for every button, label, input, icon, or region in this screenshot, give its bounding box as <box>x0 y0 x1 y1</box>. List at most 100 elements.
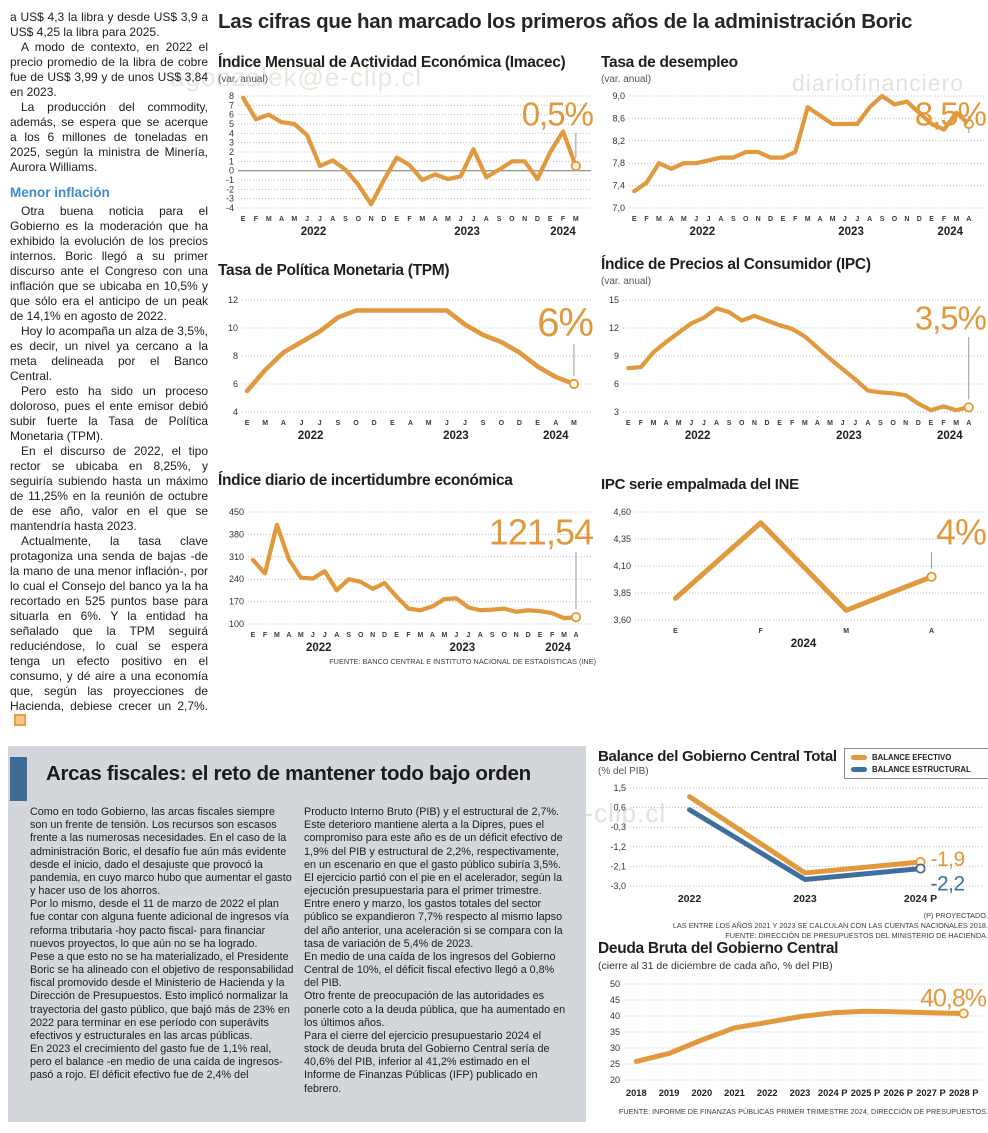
y-tick-label: 15 <box>609 295 619 305</box>
y-tick-label: 30 <box>610 1043 620 1053</box>
ine-source: FUENTE: BANCO CENTRAL E INSTITUTO NACION… <box>329 657 596 666</box>
callout-value: 6% <box>537 301 593 345</box>
y-tick-label: 9 <box>614 351 619 361</box>
x-tick-label: D <box>526 632 531 639</box>
paragraph: La producción del commodity, además, se … <box>10 100 208 174</box>
x-tick-label: A <box>433 216 438 223</box>
x-tick-label: D <box>768 216 773 223</box>
y-tick-label: -3 <box>226 194 234 204</box>
x-tick-label: A <box>334 632 339 639</box>
year-label: 2022 <box>690 226 716 238</box>
x-tick-label: A <box>815 420 820 427</box>
desempleo-line-0 <box>632 93 971 194</box>
y-tick-label: -1,2 <box>610 842 626 852</box>
x-tick-label: J <box>300 420 304 427</box>
x-tick-label: F <box>406 632 411 639</box>
x-tick-label: A <box>818 216 823 223</box>
x-tick-label: S <box>336 420 341 427</box>
x-tick-label: F <box>793 216 798 223</box>
x-tick-label: M <box>953 420 959 427</box>
x-tick-label: E <box>394 216 399 223</box>
deuda-svg: 50 45 40 35 30 25 20 2018 2019 2020 2021 2022 2023 20… <box>610 979 988 1098</box>
ipc_ine-line-0 <box>672 520 935 613</box>
x-tick-label: 2024 P <box>904 893 937 905</box>
callout-value: 4% <box>936 511 986 552</box>
x-tick-label: J <box>843 216 847 223</box>
ipc-ine-chart: 4,60 4,35 4,10 3,85 3,60 E F M A 2024 4% <box>601 504 988 652</box>
x-tick-label: S <box>880 216 885 223</box>
paragraph: Para el cierre del ejercicio presupuesta… <box>304 1029 550 1095</box>
left-article-column: a US$ 4,3 la libra y desde US$ 3,9 a US$… <box>10 10 208 729</box>
x-tick-label: M <box>441 632 447 639</box>
x-tick-label: F <box>561 216 566 223</box>
fiscal-column-2: Producto Interno Bruto (PIB) y el estruc… <box>304 806 568 1096</box>
y-tick-label: 10 <box>228 323 238 333</box>
x-tick-label: N <box>514 632 519 639</box>
y-tick-label: 7,8 <box>612 158 625 168</box>
main-title: Las cifras que han marcado los primeros … <box>218 10 913 33</box>
x-tick-label: M <box>266 216 272 223</box>
year-label: 2024 <box>543 430 569 442</box>
x-tick-label: E <box>394 632 399 639</box>
headline-accent-bar <box>10 757 27 801</box>
ipc-subtitle: (var. anual) <box>601 276 652 287</box>
year-label: 2024 <box>937 226 963 238</box>
y-tick-label: 8 <box>233 351 238 361</box>
x-tick-label: E <box>245 420 250 427</box>
x-tick-label: J <box>311 632 315 639</box>
paragraph: Pese a que esto no se ha materializado, … <box>30 950 294 1042</box>
x-tick-label: N <box>369 216 374 223</box>
x-tick-label: E <box>929 216 934 223</box>
x-tick-label: E <box>538 632 543 639</box>
x-tick-label: 2019 <box>659 1088 680 1098</box>
balance-chart: 1,5 0,6 -0,3 -1,2 -2,1 -3,0 2022 2023 2024 P -1,9… <box>598 778 988 908</box>
x-tick-label: A <box>408 420 413 427</box>
x-tick-label: S <box>343 216 348 223</box>
x-tick-label: J <box>841 420 845 427</box>
x-tick-label: 2023 <box>793 893 817 905</box>
x-tick-label: A <box>281 420 286 427</box>
x-tick-label: N <box>752 420 757 427</box>
y-tick-label: 380 <box>229 529 244 539</box>
x-tick-label: J <box>466 632 470 639</box>
imacec-line-0 <box>241 95 578 207</box>
year-label: 2022 <box>306 642 332 654</box>
y-tick-label: 4 <box>229 128 234 138</box>
ipc-line-0 <box>626 306 971 413</box>
y-tick-label: 25 <box>610 1059 620 1069</box>
x-tick-label: F <box>790 420 795 427</box>
y-tick-label: 8 <box>229 91 234 101</box>
x-tick-label: M <box>802 420 808 427</box>
end-marker-icon <box>926 571 937 582</box>
x-tick-label: N <box>370 632 375 639</box>
y-tick-label: 6 <box>614 379 619 389</box>
paragraph: Por lo mismo, desde el 11 de marzo de 20… <box>30 898 289 950</box>
year-label: 2023 <box>838 226 864 238</box>
y-tick-label: 1 <box>229 156 234 166</box>
x-tick-label: D <box>916 420 921 427</box>
series-end-label: -2,2 <box>931 873 965 896</box>
x-tick-label: O <box>358 632 364 639</box>
legend-label: BALANCE ESTRUCTURAL <box>872 765 971 774</box>
callout-value: 121,54 <box>489 511 593 552</box>
y-tick-label: 0,6 <box>613 803 626 813</box>
y-tick-label: 45 <box>610 995 620 1005</box>
x-tick-label: D <box>535 216 540 223</box>
x-tick-label: J <box>472 216 476 223</box>
y-tick-label: 3,60 <box>613 615 631 625</box>
x-tick-label: F <box>550 632 555 639</box>
x-tick-label: O <box>356 216 362 223</box>
y-tick-label: -3,0 <box>610 881 626 891</box>
y-tick-label: 240 <box>229 574 244 584</box>
x-tick-label: A <box>573 632 578 639</box>
y-tick-label: 7 <box>229 100 234 110</box>
x-tick-label: J <box>459 216 463 223</box>
x-tick-label: O <box>739 420 745 427</box>
x-tick-label: O <box>509 216 515 223</box>
year-label: 2022 <box>685 430 711 442</box>
paragraph: Otra buena noticia para el Gobierno es l… <box>10 203 208 323</box>
x-tick-label: J <box>694 216 698 223</box>
